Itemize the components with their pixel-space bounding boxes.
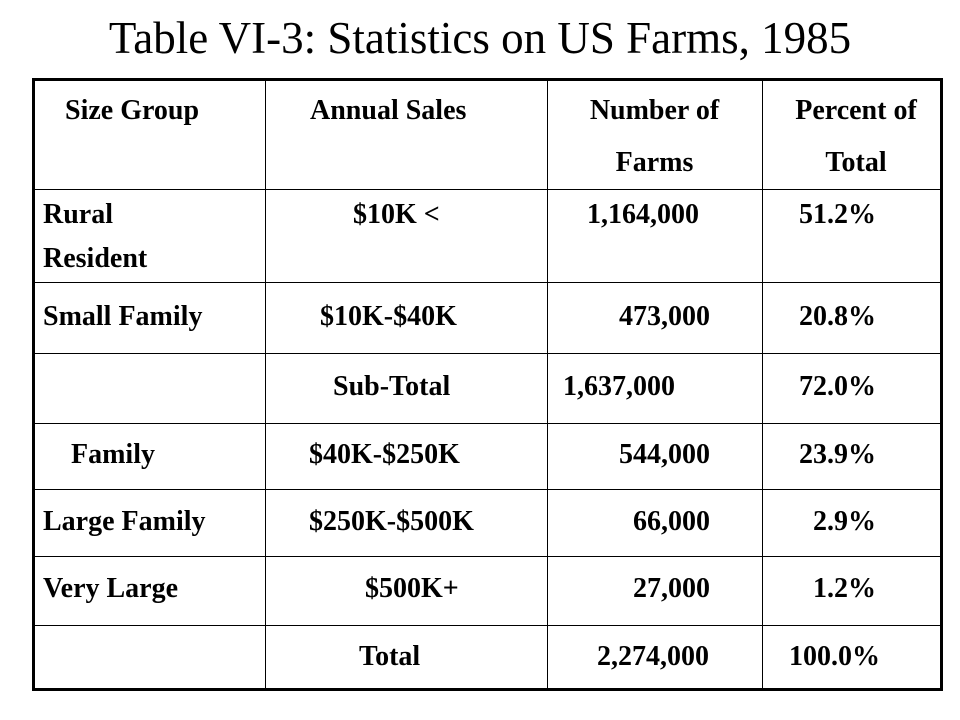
row-divider xyxy=(35,189,940,190)
annual-sales-cell: $500K+ xyxy=(365,573,459,604)
size-group-cell: Rural xyxy=(43,199,113,230)
size-group-cell-line2: Resident xyxy=(43,243,148,274)
annual-sales-cell: Sub-Total xyxy=(333,371,451,402)
row-divider xyxy=(35,556,940,557)
column-divider xyxy=(762,81,763,688)
row-divider xyxy=(35,282,940,283)
number-of-farms-cell: 1,164,000 xyxy=(587,199,699,230)
percent-of-total-cell: 23.9% xyxy=(799,439,876,470)
row-divider xyxy=(35,489,940,490)
annual-sales-cell: Total xyxy=(359,641,421,672)
number-of-farms-cell: 66,000 xyxy=(633,506,710,537)
header-percent-of-total-line1: Percent of xyxy=(795,95,917,126)
annual-sales-cell: $40K-$250K xyxy=(309,439,460,470)
header-number-of-farms-line2: Farms xyxy=(615,147,694,178)
number-of-farms-cell: 2,274,000 xyxy=(597,641,709,672)
row-divider xyxy=(35,423,940,424)
farm-statistics-table: Size Group Annual Sales Number of Farms … xyxy=(32,78,943,691)
percent-of-total-cell: 72.0% xyxy=(799,371,876,402)
number-of-farms-cell: 1,637,000 xyxy=(563,371,675,402)
row-divider xyxy=(35,625,940,626)
header-size-group: Size Group xyxy=(65,95,200,126)
percent-of-total-cell: 51.2% xyxy=(799,199,876,230)
percent-of-total-cell: 2.9% xyxy=(813,506,876,537)
size-group-cell: Small Family xyxy=(43,301,203,332)
page-title: Table VI-3: Statistics on US Farms, 1985 xyxy=(108,13,852,63)
column-divider xyxy=(265,81,266,688)
header-annual-sales: Annual Sales xyxy=(310,95,467,126)
annual-sales-cell: $10K-$40K xyxy=(320,301,457,332)
percent-of-total-cell: 20.8% xyxy=(799,301,876,332)
annual-sales-cell: $250K-$500K xyxy=(309,506,474,537)
number-of-farms-cell: 27,000 xyxy=(633,573,710,604)
percent-of-total-cell: 100.0% xyxy=(789,641,880,672)
percent-of-total-cell: 1.2% xyxy=(813,573,876,604)
size-group-cell: Family xyxy=(71,439,155,470)
header-number-of-farms-line1: Number of xyxy=(589,95,720,126)
column-divider xyxy=(547,81,548,688)
number-of-farms-cell: 544,000 xyxy=(619,439,710,470)
row-divider xyxy=(35,353,940,354)
annual-sales-cell: $10K < xyxy=(353,199,440,230)
header-percent-of-total-line2: Total xyxy=(825,147,887,178)
number-of-farms-cell: 473,000 xyxy=(619,301,710,332)
size-group-cell: Very Large xyxy=(43,573,179,604)
size-group-cell: Large Family xyxy=(43,506,206,537)
